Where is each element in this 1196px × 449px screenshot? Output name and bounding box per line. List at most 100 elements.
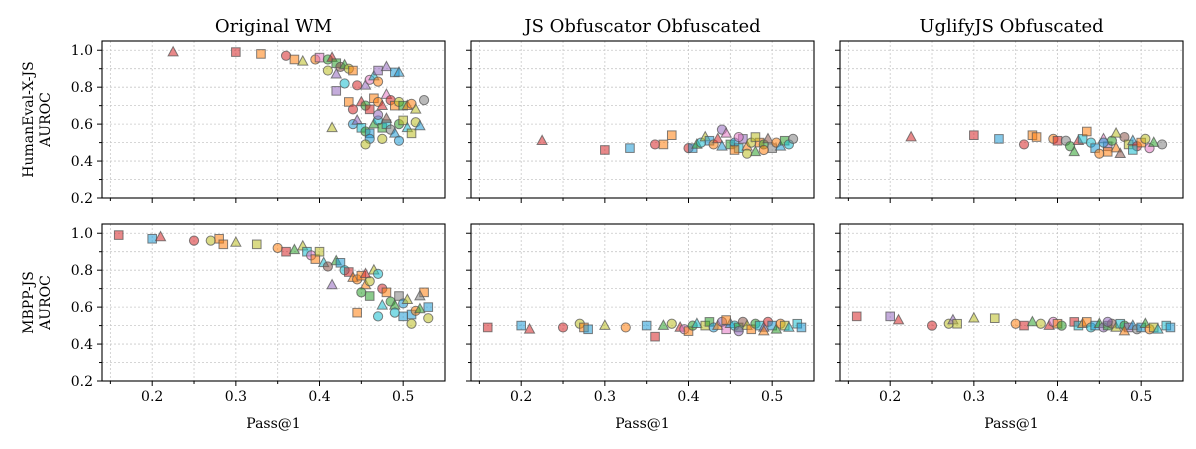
scatter-point-square — [406, 128, 417, 139]
panel-frame — [470, 223, 815, 382]
scatter-point-circle — [1010, 318, 1021, 329]
x-tick-label: 0.4 — [308, 389, 330, 405]
scatter-point-square — [314, 52, 325, 63]
x-tick-label: 0.2 — [510, 389, 532, 405]
scatter-point-circle — [352, 80, 363, 91]
scatter-point-triangle — [393, 65, 405, 77]
scatter-point-triangle — [414, 119, 426, 131]
scatter-point-triangle — [380, 60, 393, 72]
scatter-point-square — [335, 257, 346, 268]
scatter-point-circle — [360, 139, 371, 150]
scatter-point-triangle — [288, 243, 301, 255]
scatter-point-triangle — [359, 267, 372, 279]
scatter-point-triangle — [414, 289, 426, 301]
scatter-point-circle — [272, 242, 283, 254]
scatter-point-square — [331, 86, 342, 96]
x-tick-label: 0.3 — [594, 389, 616, 405]
scatter-point-triangle — [1026, 315, 1039, 327]
scatter-point-triangle — [536, 134, 548, 146]
scatter-point-triangle — [657, 319, 670, 330]
scatter-point-circle — [372, 311, 384, 322]
y-tick-label: 0.6 — [71, 117, 93, 133]
scatter-point-square — [147, 233, 157, 244]
scatter-point-circle — [372, 268, 384, 279]
scatter-point-circle — [1018, 139, 1030, 150]
x-tick-label: 0.3 — [963, 389, 985, 405]
scatter-point-circle — [733, 131, 744, 143]
panel-r1-c0: 0.2 0.4 0.6 0.8 1.0 0.2 0.3 0.4 0.5 — [71, 223, 446, 405]
scatter-point-triangle — [757, 324, 770, 336]
scatter-point-circle — [372, 76, 384, 87]
scatter-point-square — [352, 307, 362, 318]
scatter-point-circle — [356, 287, 367, 298]
scatter-point-square — [952, 318, 962, 329]
scatter-point-triangle — [599, 319, 611, 330]
panel-r1-c1: 0.2 0.3 0.4 0.5 — [466, 223, 815, 405]
scatter-point-square — [641, 320, 652, 331]
scatter-point-square — [364, 291, 375, 301]
scatter-point-square — [314, 246, 325, 257]
scatter-point-circle — [1156, 139, 1168, 150]
scatter-point-triangle — [1068, 145, 1081, 157]
scatter-point-triangle — [388, 126, 401, 138]
scatter-point-circle — [372, 109, 384, 120]
ylabel-line2: AUROC — [38, 92, 54, 148]
panel-r0-c2 — [835, 40, 1184, 203]
scatter-point-triangle — [376, 298, 389, 310]
y-tick-label: 0.4 — [71, 337, 93, 353]
scatter-point-circle — [649, 139, 661, 150]
x-tick-label: 0.2 — [141, 389, 163, 405]
scatter-point-triangle — [414, 302, 426, 314]
ylabel-line2: AUROC — [38, 275, 54, 331]
x-axis-label: Pass@1 — [984, 416, 1038, 432]
scatter-point-circle — [339, 78, 350, 89]
scatter-point-circle — [926, 320, 938, 331]
scatter-point-square — [1081, 126, 1092, 137]
panel-frame — [101, 223, 446, 382]
scatter-point-triangle — [762, 132, 774, 144]
scatter-point-triangle — [892, 313, 905, 325]
scatter-point-square — [343, 97, 354, 107]
scatter-point-square — [289, 54, 300, 65]
scatter-point-triangle — [326, 121, 338, 133]
scatter-point-square — [1165, 322, 1176, 333]
scatter-point-triangle — [716, 139, 728, 151]
scatter-point-triangle — [401, 293, 414, 305]
scatter-point-triangle — [1147, 136, 1160, 147]
scatter-point-triangle — [1114, 147, 1127, 158]
panel-frame — [839, 40, 1184, 199]
scatter-point-circle — [205, 235, 216, 246]
scatter-point-triangle — [720, 126, 732, 138]
scatter-point-circle — [666, 318, 677, 329]
scatter-point-triangle — [749, 145, 762, 157]
scatter-point-circle — [1140, 133, 1151, 144]
x-tick-label: 0.4 — [1046, 389, 1068, 405]
scatter-point-circle — [377, 133, 388, 144]
scatter-point-circle — [423, 313, 434, 324]
scatter-point-square — [251, 239, 262, 250]
scatter-point-square — [113, 230, 124, 240]
scatter-point-square — [1052, 135, 1063, 146]
scatter-point-circle — [557, 322, 569, 333]
scatter-point-square — [666, 130, 677, 140]
scatter-point-circle — [1056, 320, 1067, 331]
panel-frame — [470, 40, 815, 199]
scatter-point-square — [969, 130, 979, 140]
scatter-point-circle — [406, 318, 417, 329]
scatter-point-square — [1128, 145, 1138, 155]
row-ylabel: MBPP-JS AUROC — [21, 271, 54, 334]
y-tick-label: 0.4 — [71, 154, 93, 170]
scatter-point-square — [796, 322, 807, 333]
panel-frame — [101, 40, 446, 199]
scatter-point-square — [885, 311, 895, 322]
scatter-point-circle — [620, 322, 631, 333]
scatter-point-square — [394, 291, 404, 301]
column-title: Original WM — [215, 16, 332, 37]
scatter-point-square — [348, 65, 358, 76]
scatter-point-circle — [733, 326, 744, 337]
scatter-point-square — [423, 302, 434, 312]
scatter-point-square — [658, 139, 669, 150]
scatter-point-triangle — [409, 102, 422, 114]
scatter-point-circle — [389, 307, 400, 318]
